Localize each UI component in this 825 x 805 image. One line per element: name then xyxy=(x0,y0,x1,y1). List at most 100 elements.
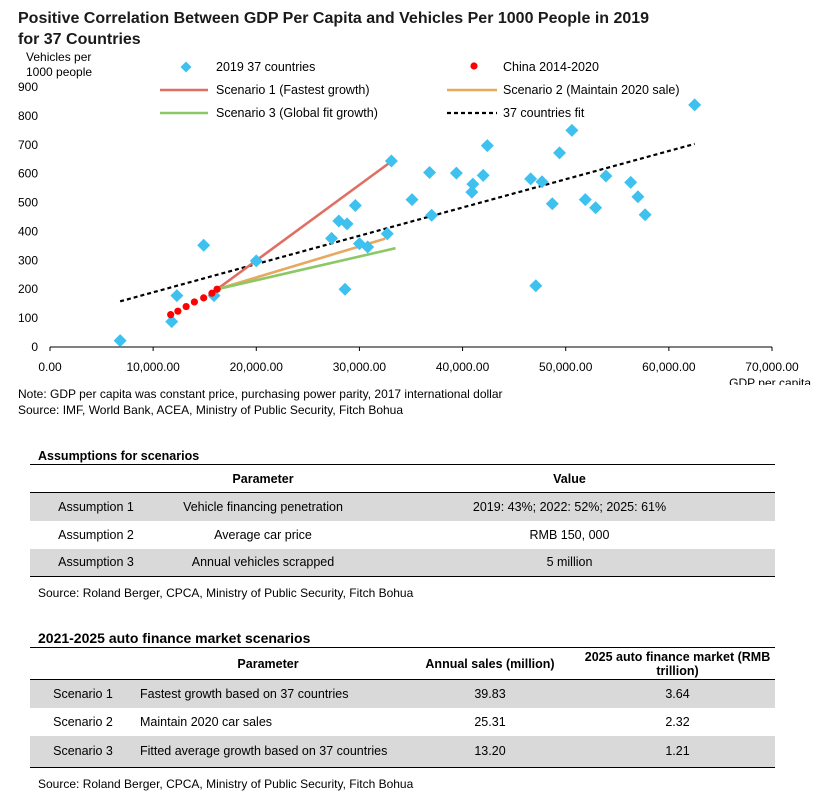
country-point xyxy=(405,193,419,207)
assumption-value: RMB 150, 000 xyxy=(529,527,610,542)
china-point xyxy=(200,294,208,302)
fit-line xyxy=(119,142,695,303)
scenarios-header-market: 2025 auto finance market (RMB trillion) xyxy=(580,647,775,680)
x-axis-label: GDP per capita xyxy=(729,376,811,385)
country-point xyxy=(165,315,179,329)
country-point xyxy=(423,166,437,180)
assumption-label: Assumption 3 xyxy=(30,548,162,577)
legend-scenario3-label: Scenario 3 (Global fit growth) xyxy=(216,106,378,120)
china-point xyxy=(190,298,198,306)
scenario3-line xyxy=(216,246,396,291)
scenario-parameter: Fitted average growth based on 37 countr… xyxy=(136,735,400,768)
scenarios-source: Source: Roland Berger, CPCA, Ministry of… xyxy=(38,777,414,791)
country-point xyxy=(113,334,127,348)
country-point xyxy=(578,193,592,207)
country-point xyxy=(340,217,354,231)
country-point xyxy=(638,208,652,222)
scenarios-header-blank xyxy=(30,647,136,680)
chart-source: Source: IMF, World Bank, ACEA, Ministry … xyxy=(18,403,404,417)
country-point xyxy=(553,146,567,160)
chart-legend: 2019 37 countries China 2014-2020 Scenario… xyxy=(160,60,680,120)
country-point xyxy=(380,227,394,241)
scenarios-title: 2021-2025 auto finance market scenarios xyxy=(38,630,311,646)
x-tick-label: 30,000.00 xyxy=(333,360,387,374)
china-point xyxy=(174,307,182,315)
assumption-parameter: Annual vehicles scrapped xyxy=(162,548,364,577)
scenarios-section: 2021-2025 auto finance market scenarios … xyxy=(30,629,775,791)
country-point xyxy=(476,168,490,182)
scenario-parameter: Fastest growth based on 37 countries xyxy=(136,679,400,708)
assumptions-section: Assumptions for scenarios Parameter Valu… xyxy=(30,449,775,600)
y-axis-label-line1: Vehicles per xyxy=(26,50,91,64)
chart-series xyxy=(113,98,702,348)
y-tick-label: 600 xyxy=(18,167,38,181)
country-point xyxy=(325,231,339,245)
y-axis-label-line2: 1000 people xyxy=(26,65,92,79)
x-tick-label: 40,000.00 xyxy=(436,360,490,374)
y-tick-label: 800 xyxy=(18,109,38,123)
country-point xyxy=(384,154,398,168)
scatter-chart: 2019 37 countries China 2014-2020 Scenario… xyxy=(18,50,811,385)
scenario-market: 2.32 xyxy=(665,714,690,729)
y-tick-label: 500 xyxy=(18,196,38,210)
country-point xyxy=(361,240,375,254)
assumptions-header-blank xyxy=(30,464,162,493)
china-point xyxy=(213,285,221,293)
y-tick-label: 0 xyxy=(31,340,38,354)
y-tick-label: 700 xyxy=(18,138,38,152)
assumptions-header-parameter: Parameter xyxy=(162,464,364,493)
china-point xyxy=(182,302,190,311)
country-point xyxy=(480,139,494,153)
scenario1-line xyxy=(216,159,394,291)
scenario-sales: 39.83 xyxy=(400,679,580,708)
scenario-sales: 13.20 xyxy=(400,735,580,768)
country-point xyxy=(425,208,439,222)
country-point xyxy=(197,238,211,252)
scenarios-table: Parameter Annual sales (million) 2025 au… xyxy=(30,647,775,768)
x-tick-label: 60,000.00 xyxy=(642,360,696,374)
country-point xyxy=(624,175,638,189)
assumption-parameter: Vehicle financing penetration xyxy=(162,492,364,521)
scenario-label: Scenario 3 xyxy=(30,735,136,768)
country-point xyxy=(466,177,480,191)
legend-scenario1-label: Scenario 1 (Fastest growth) xyxy=(216,83,370,97)
y-tick-label: 300 xyxy=(18,253,38,267)
x-tick-label: 20,000.00 xyxy=(230,360,284,374)
chart-axes: 0.00 10,000.00 20,000.00 30,000.00 40,000.00… xyxy=(18,80,799,374)
country-point xyxy=(565,123,579,137)
china-point xyxy=(167,311,175,319)
table-row: Scenario 1 Fastest growth based on 37 co… xyxy=(30,679,775,708)
chart-notes: Note: GDP per capita was constant price,… xyxy=(18,386,503,418)
country-point xyxy=(688,98,702,112)
legend-countries-marker xyxy=(180,61,192,73)
x-tick-label: 50,000.00 xyxy=(539,360,593,374)
assumption-label: Assumption 2 xyxy=(58,527,134,542)
country-point xyxy=(170,289,184,303)
assumption-parameter: Average car price xyxy=(214,527,312,542)
legend-scenario2-label: Scenario 2 (Maintain 2020 sale) xyxy=(503,83,680,97)
table-row: Scenario 3 Fitted average growth based o… xyxy=(30,735,775,768)
country-point xyxy=(589,201,603,215)
assumption-label: Assumption 1 xyxy=(30,492,162,521)
assumptions-table: Parameter Value Assumption 1 Vehicle fin… xyxy=(30,464,775,577)
country-point xyxy=(249,254,263,268)
y-tick-label: 100 xyxy=(18,311,38,325)
country-point xyxy=(535,175,549,189)
x-tick-label: 0.00 xyxy=(38,360,62,374)
assumptions-source: Source: Roland Berger, CPCA, Ministry of… xyxy=(38,586,414,600)
china-point xyxy=(208,289,216,297)
assumptions-title: Assumptions for scenarios xyxy=(38,449,200,463)
country-point xyxy=(524,172,538,186)
table-row: Assumption 2 Average car price RMB 150, … xyxy=(30,521,775,549)
country-point xyxy=(338,282,352,296)
y-tick-label: 900 xyxy=(18,80,38,94)
country-point xyxy=(465,185,479,199)
x-tick-label: 10,000.00 xyxy=(126,360,180,374)
legend-china-marker xyxy=(470,62,478,70)
y-tick-label: 400 xyxy=(18,224,38,238)
x-tick-label: 70,000.00 xyxy=(745,360,799,374)
scenario-sales: 25.31 xyxy=(474,714,506,729)
table-row: Scenario 2 Maintain 2020 car sales 25.31… xyxy=(30,708,775,736)
chart-title: Positive Correlation Between GDP Per Cap… xyxy=(18,10,650,48)
scenarios-header-parameter: Parameter xyxy=(136,647,400,680)
